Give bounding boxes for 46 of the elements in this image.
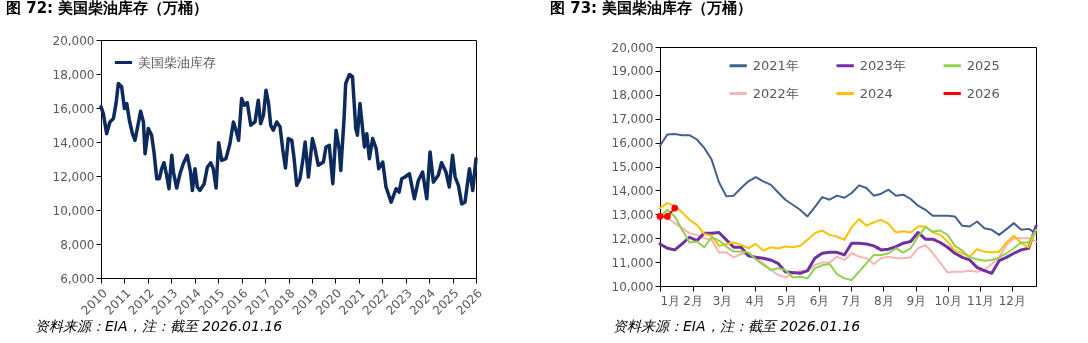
y-tick-label: 16,000 <box>52 101 95 116</box>
x-tick-label: 1月 <box>660 293 681 308</box>
x-tick-label: 12月 <box>998 293 1026 308</box>
x-tick-label: 7月 <box>841 293 861 308</box>
y-tick-label: 18,000 <box>52 67 95 82</box>
line-series <box>659 202 1037 258</box>
y-tick-label: 13,000 <box>611 207 654 222</box>
y-tick-label: 14,000 <box>52 135 95 150</box>
x-tick-label: 4月 <box>745 293 766 308</box>
legend-label: 2022年 <box>752 85 799 101</box>
legend-label: 2025 <box>966 57 1000 73</box>
legend-label: 2023年 <box>859 57 906 73</box>
y-tick-label: 12,000 <box>52 169 95 184</box>
legend-label: 2021年 <box>752 57 799 73</box>
y-tick-label: 14,000 <box>611 183 654 198</box>
y-tick-label: 11,000 <box>611 255 654 270</box>
line-series <box>658 224 1038 275</box>
y-tick-label: 19,000 <box>611 64 654 79</box>
x-tick-label: 3月 <box>712 293 733 308</box>
y-tick-label: 16,000 <box>611 136 654 151</box>
x-tick-label: 8月 <box>873 293 894 308</box>
legend-label: 2024 <box>859 85 893 101</box>
y-tick-label: 20,000 <box>52 33 95 48</box>
y-tick-label: 10,000 <box>52 203 95 218</box>
text: 资料来源：EIA，注：截至 2026.01.16 <box>613 318 861 336</box>
y-tick-label: 17,000 <box>611 112 654 127</box>
y-tick-label: 20,000 <box>611 40 654 55</box>
x-tick-label: 6月 <box>809 293 830 308</box>
y-tick-label: 8,000 <box>60 237 95 252</box>
text: 资料来源：EIA，注：截至 2026.01.16 <box>35 318 283 336</box>
chart-title: 图 72: 美国柴油库存（万桶） <box>6 0 209 17</box>
x-tick-label: 11月 <box>967 293 995 308</box>
y-tick-label: 6,000 <box>60 271 95 286</box>
legend-label: 美国柴油库存 <box>138 54 216 70</box>
y-tick-label: 10,000 <box>611 279 654 294</box>
line-series <box>659 133 1037 236</box>
x-tick-label: 2月 <box>683 293 703 308</box>
y-tick-label: 12,000 <box>611 231 654 246</box>
line-series <box>99 72 478 206</box>
y-tick-label: 15,000 <box>611 160 654 174</box>
chart-title: 图 73: 美国柴油库存（万桶） <box>550 0 753 17</box>
x-tick-label: 5月 <box>777 293 797 308</box>
x-tick-label: 9月 <box>906 293 927 308</box>
y-tick-label: 18,000 <box>611 88 654 103</box>
legend-label: 2026 <box>966 85 1000 101</box>
x-tick-label: 10月 <box>934 293 962 308</box>
